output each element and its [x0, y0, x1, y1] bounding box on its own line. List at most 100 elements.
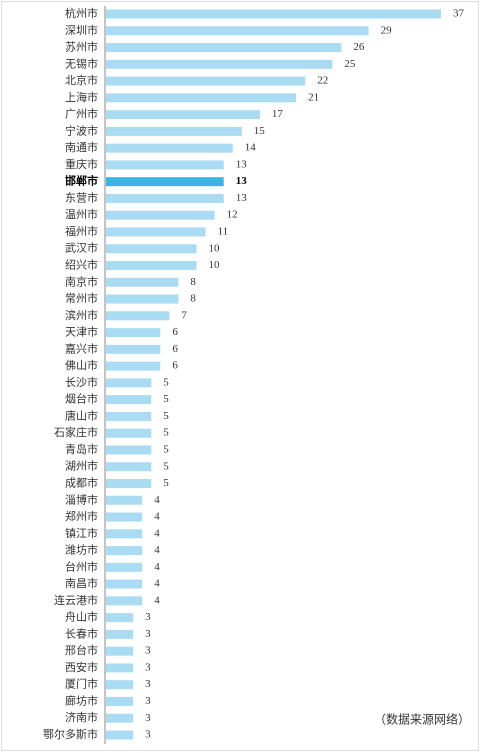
category-label: 深圳市: [65, 23, 98, 37]
bar: [106, 227, 206, 237]
bar: [106, 730, 134, 740]
value-label: 8: [190, 276, 196, 288]
category-label: 邯郸市: [65, 174, 98, 188]
value-label: 5: [163, 376, 169, 388]
source-note: （数据来源网络）: [374, 712, 470, 727]
category-label: 镇江市: [65, 526, 98, 540]
bar: [106, 328, 161, 338]
category-label: 重庆市: [65, 157, 98, 171]
value-label: 3: [145, 729, 151, 741]
bar: [106, 177, 224, 187]
bar: [106, 411, 152, 421]
bar: [106, 378, 152, 388]
category-label: 舟山市: [65, 610, 98, 624]
value-label: 4: [154, 511, 160, 523]
category-label: 上海市: [65, 90, 98, 104]
value-label: 14: [245, 142, 257, 154]
category-label: 郑州市: [65, 509, 98, 523]
category-label: 滨州市: [65, 308, 98, 322]
bar: [106, 462, 152, 472]
value-label: 3: [145, 678, 151, 690]
category-label: 连云港市: [54, 593, 98, 607]
value-label: 15: [254, 125, 265, 137]
bar: [106, 311, 170, 321]
value-label: 7: [181, 309, 187, 321]
value-label: 4: [154, 594, 160, 606]
bar: [106, 613, 134, 623]
bar: [106, 277, 179, 287]
value-label: 10: [209, 242, 221, 254]
category-label: 台州市: [65, 559, 98, 573]
value-label: 25: [344, 58, 356, 70]
category-label: 杭州市: [65, 6, 98, 20]
bar: [106, 210, 215, 220]
category-label: 嘉兴市: [65, 341, 98, 355]
category-label: 唐山市: [65, 408, 98, 422]
category-label: 绍兴市: [65, 258, 98, 272]
category-label: 廊坊市: [65, 693, 98, 707]
value-label: 5: [163, 460, 169, 472]
value-label: 3: [145, 645, 151, 657]
value-label: 6: [172, 326, 178, 338]
bar: [106, 126, 242, 136]
bar: [106, 193, 224, 203]
value-label: 3: [145, 611, 151, 623]
value-label: 10: [209, 259, 221, 271]
bar: [106, 596, 143, 606]
bar: [106, 9, 441, 19]
category-label: 南通市: [65, 140, 98, 154]
category-label: 烟台市: [65, 392, 98, 406]
category-label: 宁波市: [65, 123, 98, 137]
bar: [106, 361, 161, 371]
category-label: 福州市: [65, 224, 98, 238]
category-label: 苏州市: [65, 40, 98, 54]
category-label: 鄂尔多斯市: [43, 727, 98, 741]
category-label: 广州市: [65, 107, 98, 121]
bar: [106, 26, 369, 36]
bar: [106, 59, 333, 69]
value-label: 29: [381, 24, 393, 36]
bar: [106, 244, 197, 254]
category-label: 成都市: [65, 475, 98, 489]
bar: [106, 110, 260, 120]
category-label: 淄博市: [65, 492, 98, 506]
bar: [106, 663, 134, 673]
bar: [106, 629, 134, 639]
value-label: 4: [154, 494, 160, 506]
value-label: 13: [236, 158, 248, 170]
category-label: 北京市: [65, 73, 98, 87]
bar: [106, 495, 143, 505]
value-label: 37: [453, 8, 465, 20]
category-label: 温州市: [65, 207, 98, 221]
value-label: 3: [145, 661, 151, 673]
category-label: 无锡市: [65, 56, 98, 70]
bar: [106, 428, 152, 438]
value-label: 4: [154, 527, 160, 539]
value-label: 13: [236, 175, 248, 187]
value-label: 4: [154, 578, 160, 590]
value-label: 5: [163, 477, 169, 489]
value-label: 21: [308, 91, 319, 103]
value-label: 6: [172, 360, 178, 372]
value-label: 3: [145, 695, 151, 707]
value-label: 4: [154, 561, 160, 573]
value-label: 3: [145, 628, 151, 640]
value-label: 6: [172, 343, 178, 355]
bar: [106, 76, 306, 86]
category-label: 西安市: [65, 660, 98, 674]
bar: [106, 546, 143, 556]
category-label: 南昌市: [65, 576, 98, 590]
category-label: 济南市: [65, 710, 98, 724]
category-label: 石家庄市: [54, 425, 98, 439]
value-label: 3: [145, 712, 151, 724]
value-label: 11: [218, 226, 229, 238]
value-label: 8: [190, 293, 196, 305]
category-label: 长春市: [65, 626, 98, 640]
bar: [106, 562, 143, 572]
category-label: 南京市: [65, 274, 98, 288]
bar: [106, 294, 179, 304]
value-label: 17: [272, 108, 284, 120]
